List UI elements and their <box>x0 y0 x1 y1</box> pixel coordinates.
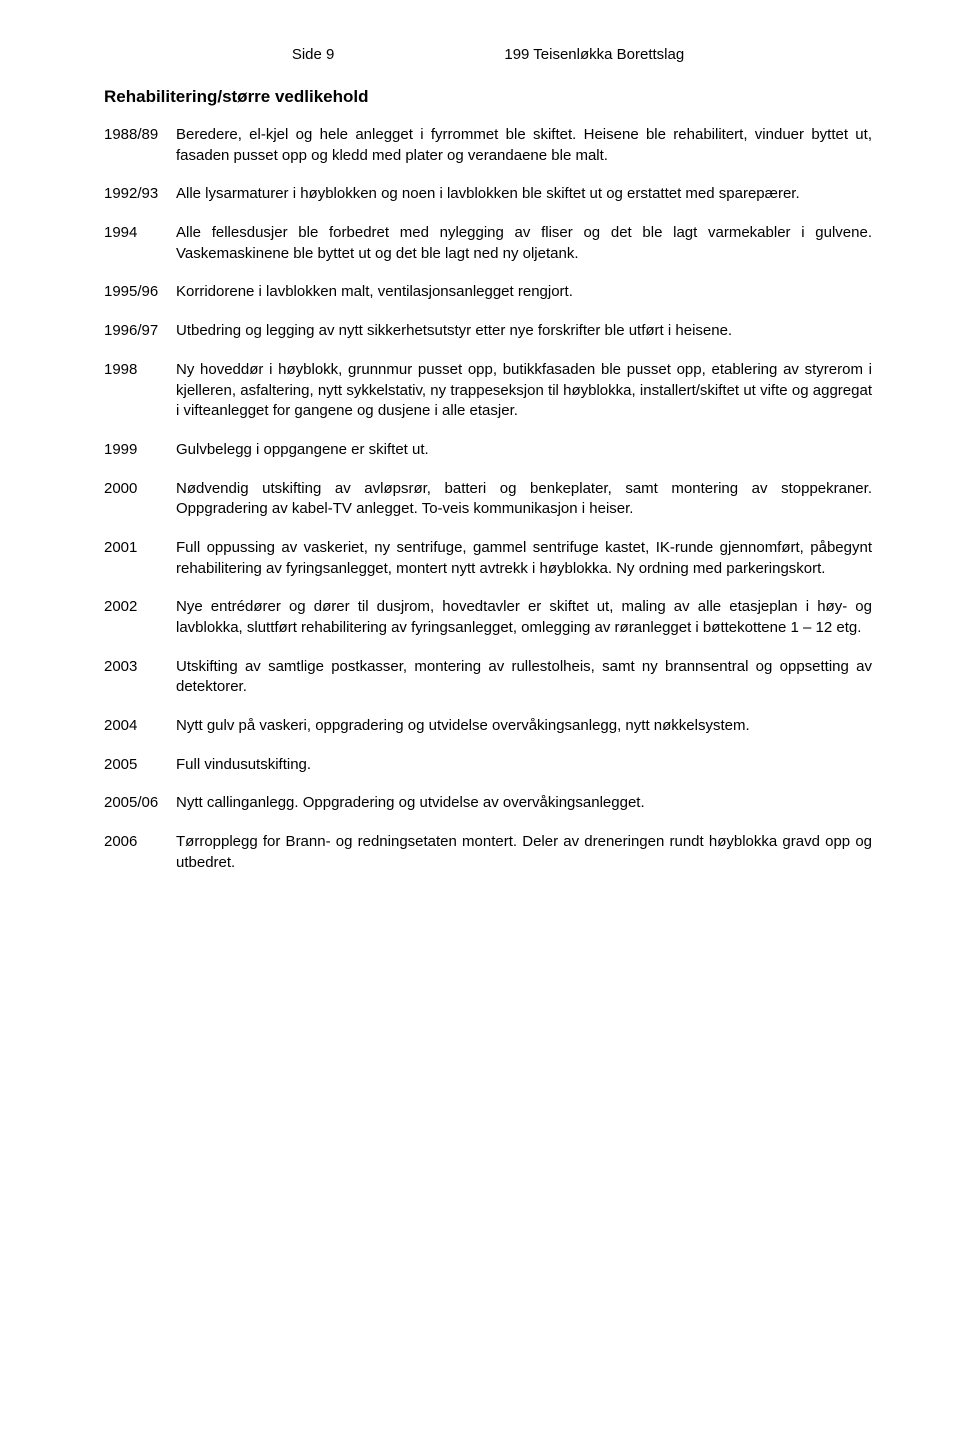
doc-title: 199 Teisenløkka Borettslag <box>504 46 684 63</box>
entry-row: 2000Nødvendig utskifting av avløpsrør, b… <box>104 479 872 520</box>
entry-row: 2004Nytt gulv på vaskeri, oppgradering o… <box>104 716 872 737</box>
entry-text: Beredere, el-kjel og hele anlegget i fyr… <box>176 125 872 166</box>
entry-text: Utskifting av samtlige postkasser, monte… <box>176 657 872 698</box>
entry-row: 2001Full oppussing av vaskeriet, ny sent… <box>104 538 872 579</box>
entry-year: 1995/96 <box>104 282 176 303</box>
entry-text: Nye entrédører og dører til dusjrom, hov… <box>176 597 872 638</box>
entry-year: 1988/89 <box>104 125 176 166</box>
entry-text: Nødvendig utskifting av avløpsrør, batte… <box>176 479 872 520</box>
entry-row: 1999Gulvbelegg i oppgangene er skiftet u… <box>104 440 872 461</box>
entry-year: 1994 <box>104 223 176 264</box>
entry-text: Nytt callinganlegg. Oppgradering og utvi… <box>176 793 872 814</box>
entry-text: Ny hoveddør i høyblokk, grunnmur pusset … <box>176 360 872 422</box>
entry-row: 1992/93Alle lysarmaturer i høyblokken og… <box>104 184 872 205</box>
entry-row: 1995/96Korridorene i lavblokken malt, ve… <box>104 282 872 303</box>
section-heading: Rehabilitering/større vedlikehold <box>104 87 872 107</box>
entry-row: 1996/97Utbedring og legging av nytt sikk… <box>104 321 872 342</box>
entry-year: 2005 <box>104 755 176 776</box>
entry-row: 1994Alle fellesdusjer ble forbedret med … <box>104 223 872 264</box>
entry-row: 1998Ny hoveddør i høyblokk, grunnmur pus… <box>104 360 872 422</box>
entry-year: 2003 <box>104 657 176 698</box>
entry-text: Gulvbelegg i oppgangene er skiftet ut. <box>176 440 872 461</box>
entry-year: 2004 <box>104 716 176 737</box>
entry-text: Full oppussing av vaskeriet, ny sentrifu… <box>176 538 872 579</box>
entry-year: 2005/06 <box>104 793 176 814</box>
entry-row: 2003Utskifting av samtlige postkasser, m… <box>104 657 872 698</box>
entry-row: 2006Tørropplegg for Brann- og redningset… <box>104 832 872 873</box>
entry-year: 2000 <box>104 479 176 520</box>
entry-text: Tørropplegg for Brann- og redningsetaten… <box>176 832 872 873</box>
entry-text: Korridorene i lavblokken malt, ventilasj… <box>176 282 872 303</box>
entry-text: Alle fellesdusjer ble forbedret med nyle… <box>176 223 872 264</box>
entry-row: 1988/89Beredere, el-kjel og hele anlegge… <box>104 125 872 166</box>
entry-year: 1992/93 <box>104 184 176 205</box>
entry-text: Full vindusutskifting. <box>176 755 872 776</box>
entry-year: 1998 <box>104 360 176 422</box>
page-number: Side 9 <box>292 46 335 63</box>
entry-text: Alle lysarmaturer i høyblokken og noen i… <box>176 184 872 205</box>
entry-row: 2002Nye entrédører og dører til dusjrom,… <box>104 597 872 638</box>
entry-year: 2006 <box>104 832 176 873</box>
entry-year: 2002 <box>104 597 176 638</box>
entry-text: Utbedring og legging av nytt sikkerhetsu… <box>176 321 872 342</box>
entry-row: 2005/06Nytt callinganlegg. Oppgradering … <box>104 793 872 814</box>
entry-text: Nytt gulv på vaskeri, oppgradering og ut… <box>176 716 872 737</box>
page-header: Side 9 199 Teisenløkka Borettslag <box>104 46 872 63</box>
entries-list: 1988/89Beredere, el-kjel og hele anlegge… <box>104 125 872 874</box>
entry-row: 2005Full vindusutskifting. <box>104 755 872 776</box>
entry-year: 1999 <box>104 440 176 461</box>
entry-year: 1996/97 <box>104 321 176 342</box>
entry-year: 2001 <box>104 538 176 579</box>
